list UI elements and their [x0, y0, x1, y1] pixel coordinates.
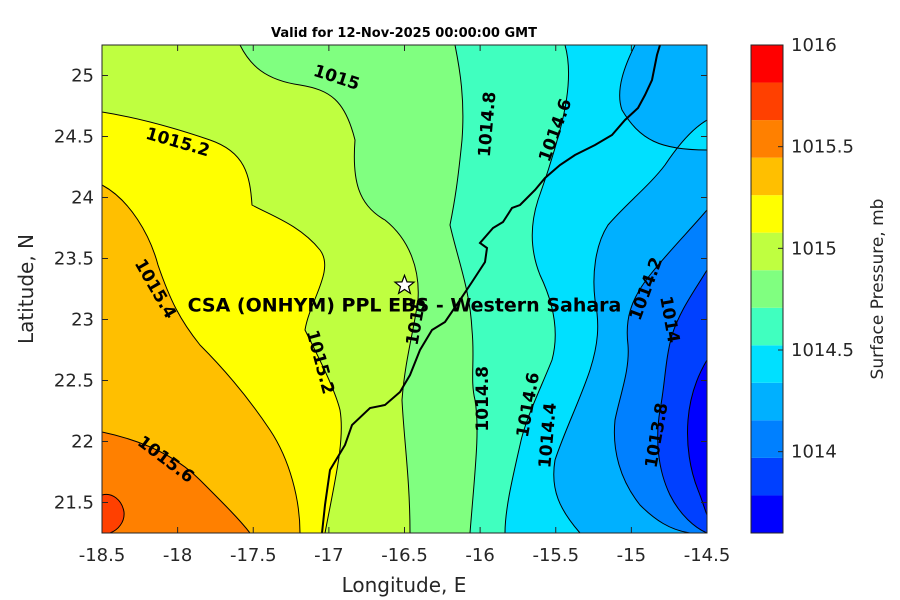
- x-tick-label: -17: [314, 545, 343, 566]
- y-tick-label: 24.5: [54, 127, 94, 148]
- colorbar-frame: [750, 44, 784, 534]
- colorbar-tick-label: 1016: [791, 35, 837, 56]
- x-tick-label: -15: [617, 545, 646, 566]
- colorbar-band: [751, 157, 783, 196]
- y-tick-label: 22: [71, 432, 94, 453]
- band-1015-4: [102, 185, 300, 533]
- annotation-layer: CSA (ONHYM) PPL EBS - Western Sahara: [188, 273, 622, 316]
- chart-title: Valid for 12-Nov-2025 00:00:00 GMT: [271, 26, 537, 41]
- x-axis-label: Longitude, E: [342, 573, 467, 597]
- colorbar-band: [751, 195, 783, 233]
- y-tick-label: 21.5: [54, 493, 94, 514]
- colorbar-band: [751, 307, 783, 346]
- colorbar-tick-label: 1015.5: [791, 137, 854, 158]
- colorbar-band: [751, 457, 783, 496]
- y-tick-label: 25: [71, 66, 94, 87]
- y-tick-label: 24: [71, 188, 94, 209]
- colorbar-band: [751, 120, 783, 158]
- y-axis-label: Latitude, N: [14, 234, 38, 344]
- colorbar-band: [751, 232, 783, 271]
- x-tick-label: -18.5: [79, 545, 126, 566]
- y-tick-label: 23: [71, 310, 94, 331]
- x-tick-label: -15.5: [532, 545, 579, 566]
- y-axis: 21.5 22 22.5 23 23.5 24 24.5 25: [54, 66, 707, 514]
- colorbar: 1014 1014.5 1015 1015.5 1016: [750, 35, 854, 534]
- contour-field: [102, 45, 707, 533]
- x-tick-label: -16.5: [381, 545, 428, 566]
- contour-label: 1014.8: [473, 366, 493, 432]
- contour-lines: [102, 45, 707, 533]
- colorbar-band: [751, 345, 783, 383]
- band-1015-8: [102, 494, 125, 533]
- colorbar-tick-label: 1015: [791, 238, 837, 259]
- y-tick-label: 22.5: [54, 371, 94, 392]
- x-axis: -18.5 -18 -17.5 -17 -16.5 -16 -15.5 -15 -14.5: [79, 45, 731, 566]
- colorbar-band: [751, 382, 783, 421]
- y-tick-label: 23.5: [54, 249, 94, 270]
- colorbar-tick-label: 1014.5: [791, 340, 854, 361]
- colorbar-label: Surface Pressure, mb: [868, 199, 888, 380]
- band-1013-6: [687, 360, 707, 515]
- site-star-marker: [393, 273, 416, 295]
- colorbar-band: [751, 270, 783, 308]
- x-tick-label: -17.5: [230, 545, 277, 566]
- band-1015-6: [102, 432, 250, 533]
- x-tick-label: -16: [465, 545, 494, 566]
- colorbar-band: [751, 82, 783, 121]
- colorbar-band: [751, 45, 783, 83]
- colorbar-band: [751, 495, 783, 533]
- x-tick-label: -14.5: [684, 545, 731, 566]
- x-tick-label: -18: [163, 545, 192, 566]
- colorbar-band: [751, 420, 783, 458]
- coastline: [321, 45, 661, 533]
- colorbar-tick-label: 1014: [791, 442, 837, 463]
- site-annotation: CSA (ONHYM) PPL EBS - Western Sahara: [188, 294, 622, 316]
